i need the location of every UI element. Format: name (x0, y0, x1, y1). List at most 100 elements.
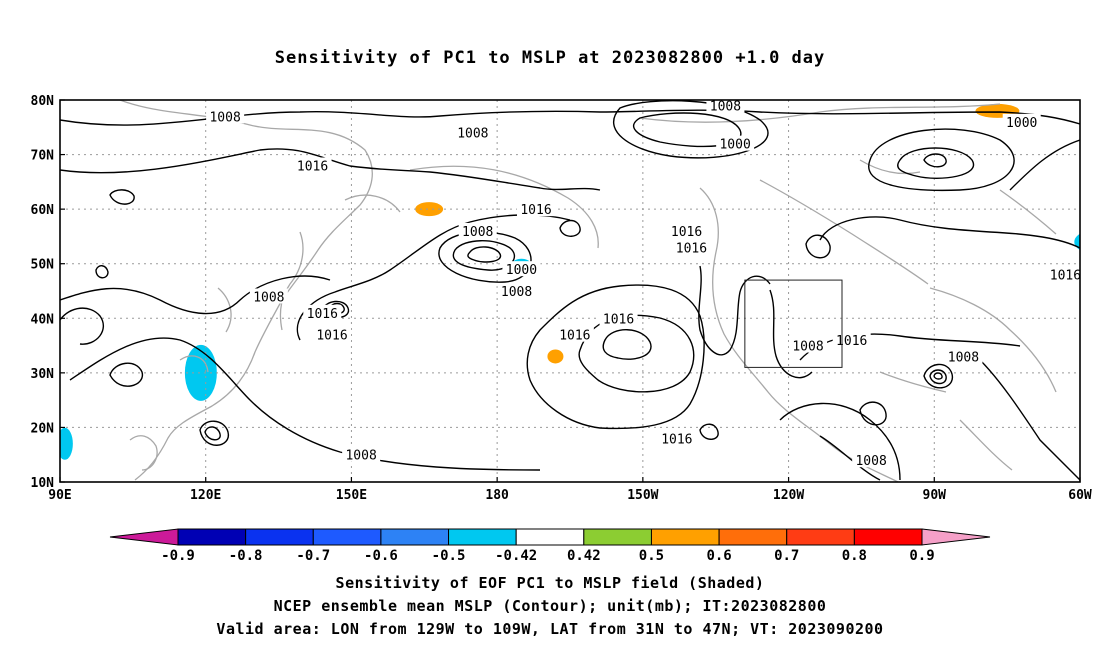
contour-label-bg (599, 310, 638, 326)
y-tick-label: 50N (31, 258, 55, 273)
x-tick-label: 150W (627, 488, 658, 503)
contour-label: 1016 (1050, 269, 1081, 284)
shaded-region-5 (60, 427, 73, 460)
y-tick-label: 60N (31, 203, 55, 218)
contour-label-bg (303, 304, 342, 320)
contour-label-bg (1002, 113, 1041, 129)
contour-label: 1008 (501, 285, 532, 300)
x-tick-label: 60W (1068, 488, 1092, 503)
caption-line-2: NCEP ensemble mean MSLP (Contour); unit(… (273, 597, 827, 615)
contour-label-bg (293, 157, 332, 173)
colorbar-label: -0.8 (229, 548, 263, 564)
axes: 90E 120E 150E 180 150W 120W 90W 60W 10N 20N 30N 40N… (31, 94, 1092, 503)
colorbar-segment (650, 528, 720, 546)
colorbar-label: -0.42 (495, 548, 537, 564)
x-tick-label: 120E (190, 488, 221, 503)
contour-label: 1008 (253, 290, 284, 305)
colorbar-label: 0.7 (774, 548, 799, 564)
contour-label-bg (453, 124, 492, 140)
colorbar-segment (853, 528, 923, 546)
contour-label: 1016 (676, 241, 707, 256)
colorbar: -0.9 -0.8 -0.7 -0.6 -0.5 -0.42 0.42 0.5 0.6 0.7 0.… (109, 528, 991, 564)
colorbar-segment (515, 528, 585, 546)
contour-label: 1016 (316, 329, 347, 344)
y-tick-label: 70N (31, 149, 55, 164)
x-tick-label: 90W (923, 488, 947, 503)
contour-label-bg (313, 326, 351, 342)
contour-label: 1008 (209, 110, 240, 125)
contour-label-bg (852, 452, 891, 468)
contour-label: 1016 (559, 329, 590, 344)
colorbar-label: -0.9 (161, 548, 195, 564)
caption-line-3: Valid area: LON from 129W to 109W, LAT f… (216, 620, 884, 638)
contour-label-bg (249, 288, 288, 304)
y-tick-label: 30N (31, 367, 55, 382)
colorbar-label: 0.42 (567, 548, 601, 564)
contour-label: 1008 (855, 454, 886, 469)
x-tick-label: 150E (336, 488, 367, 503)
contour-label-bg (657, 430, 696, 446)
colorbar-label: 0.9 (909, 548, 934, 564)
contour-label: 1008 (457, 127, 488, 142)
shaded-region-4 (184, 344, 217, 401)
colorbar-segment (583, 528, 652, 546)
contour-label: 1016 (603, 312, 634, 327)
contour-label: 1016 (297, 159, 328, 174)
colorbar-label: 0.5 (639, 548, 664, 564)
colorbar-extend-low (109, 528, 179, 546)
colorbar-label: -0.6 (364, 548, 398, 564)
colorbar-label: 0.6 (706, 548, 731, 564)
colorbar-segment (245, 528, 314, 546)
valid-area-box (744, 279, 843, 368)
colorbar-label: -0.5 (432, 548, 466, 564)
y-tick-label: 10N (31, 476, 55, 491)
y-tick-label: 20N (31, 421, 55, 436)
contour-label: 1016 (836, 334, 867, 349)
sensitivity-shading (60, 103, 1080, 460)
y-tick-label: 80N (31, 94, 55, 109)
contour-label-bg (672, 239, 711, 255)
colorbar-segment (312, 528, 382, 546)
contour-label: 1008 (345, 449, 376, 464)
contour-label-bg (555, 326, 594, 342)
contour-label-bg (944, 348, 983, 364)
contour-label: 1016 (661, 432, 692, 447)
contour-label: 1016 (520, 203, 551, 218)
grid-lines (60, 100, 1081, 482)
contour-label-bg (706, 97, 745, 113)
colorbar-label: 0.8 (842, 548, 867, 564)
contour-label-bg (517, 201, 555, 217)
x-tick-label: 90E (48, 488, 71, 503)
contour-label: 1008 (792, 340, 823, 355)
contour-label-bg (206, 108, 245, 124)
contour-label: 1016 (307, 307, 338, 322)
contour-label-bg (1046, 266, 1085, 282)
contour-label-bg (667, 222, 706, 238)
shaded-region-0 (415, 202, 444, 217)
shaded-region-3 (1074, 233, 1080, 251)
contour-label-bg (458, 222, 497, 238)
contour-label: 1016 (671, 225, 702, 240)
contour-label-bg (789, 337, 827, 353)
contour-label-bg (502, 261, 541, 277)
colorbar-label: -0.7 (296, 548, 330, 564)
contour-label: 1008 (710, 99, 741, 114)
x-tick-label: 120W (773, 488, 804, 503)
colorbar-segment (177, 528, 247, 546)
mslp-contours (60, 100, 1080, 481)
colorbar-extend-high (921, 528, 991, 546)
contour-label-bg (342, 446, 381, 462)
contour-label: 1008 (948, 350, 979, 365)
caption-line-1: Sensitivity of EOF PC1 to MSLP field (Sh… (335, 574, 765, 592)
contour-label: 1008 (462, 225, 493, 240)
contour-label: 1000 (506, 263, 537, 278)
contour-label: 1000 (719, 138, 750, 153)
colorbar-segment (380, 528, 450, 546)
shaded-region-2 (547, 349, 564, 364)
contour-label: 1000 (1006, 116, 1037, 131)
colorbar-segment (718, 528, 788, 546)
y-tick-label: 40N (31, 312, 55, 327)
contour-label-bg (716, 135, 755, 151)
contour-label-bg (497, 283, 536, 298)
